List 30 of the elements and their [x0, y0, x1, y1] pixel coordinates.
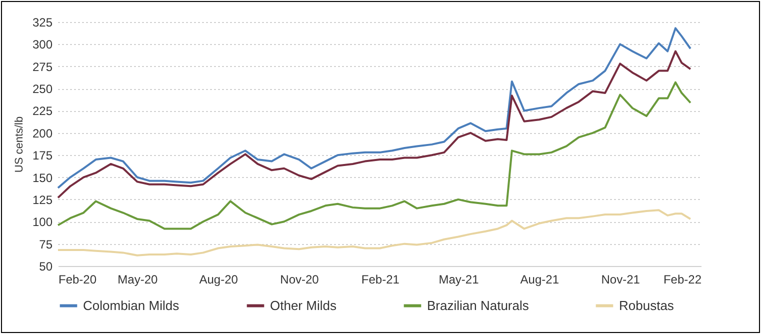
line-series — [57, 50, 692, 199]
y-tick-label: 100 — [32, 215, 53, 230]
line-series — [57, 81, 692, 230]
legend-label: Robustas — [619, 298, 674, 313]
y-axis-title: US cents/lb — [13, 116, 26, 173]
y-tick-label: 50 — [39, 260, 53, 274]
x-tick-label: Feb-21 — [361, 272, 400, 286]
y-tick-label: 75 — [39, 237, 53, 252]
y-tick-label: 200 — [32, 126, 53, 140]
x-tick-label: Aug-21 — [520, 272, 560, 286]
line-series — [57, 27, 692, 189]
x-tick-label: May-21 — [438, 272, 480, 286]
legend-label: Brazilian Naturals — [427, 298, 530, 313]
y-tick-label: 325 — [32, 16, 53, 30]
y-tick-label: 175 — [32, 148, 53, 163]
y-tick-label: 250 — [32, 82, 53, 96]
x-tick-label: Nov-20 — [280, 272, 320, 286]
x-tick-label: Nov-21 — [601, 272, 640, 286]
y-tick-label: 300 — [32, 38, 53, 52]
line-series — [57, 209, 692, 256]
y-tick-label: 125 — [32, 192, 53, 207]
y-tick-label: 275 — [32, 60, 53, 74]
x-tick-label: May-20 — [118, 272, 158, 286]
x-tick-label: Aug-20 — [199, 272, 238, 286]
legend-label: Other Milds — [270, 298, 337, 313]
legend-label: Colombian Milds — [83, 298, 180, 313]
x-tick-label: Feb-20 — [58, 272, 97, 286]
x-tick-label: Feb-22 — [663, 272, 702, 286]
y-tick-label: 150 — [32, 170, 53, 185]
y-tick-label: 225 — [32, 104, 53, 118]
